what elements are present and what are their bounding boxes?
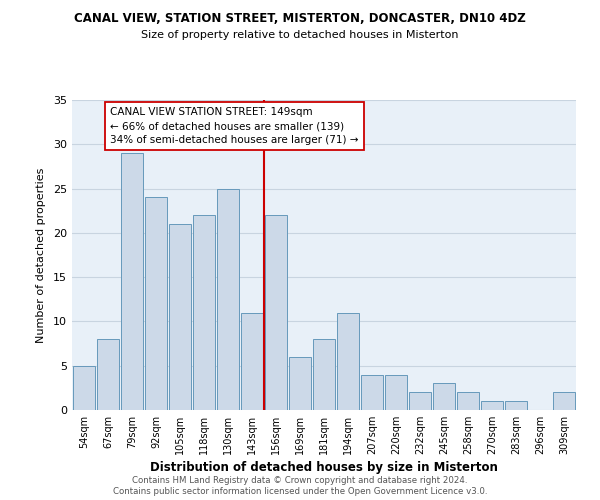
Bar xyxy=(145,198,167,410)
Bar xyxy=(361,374,383,410)
Bar xyxy=(241,312,263,410)
Bar xyxy=(505,401,527,410)
Bar xyxy=(121,153,143,410)
Bar xyxy=(313,339,335,410)
Bar xyxy=(289,357,311,410)
Text: Contains HM Land Registry data © Crown copyright and database right 2024.: Contains HM Land Registry data © Crown c… xyxy=(132,476,468,485)
Bar xyxy=(385,374,407,410)
Bar xyxy=(217,188,239,410)
Text: Size of property relative to detached houses in Misterton: Size of property relative to detached ho… xyxy=(141,30,459,40)
Bar xyxy=(553,392,575,410)
Bar xyxy=(265,215,287,410)
X-axis label: Distribution of detached houses by size in Misterton: Distribution of detached houses by size … xyxy=(150,461,498,474)
Y-axis label: Number of detached properties: Number of detached properties xyxy=(36,168,46,342)
Text: CANAL VIEW, STATION STREET, MISTERTON, DONCASTER, DN10 4DZ: CANAL VIEW, STATION STREET, MISTERTON, D… xyxy=(74,12,526,26)
Bar xyxy=(193,215,215,410)
Bar xyxy=(433,384,455,410)
Bar xyxy=(73,366,95,410)
Bar xyxy=(169,224,191,410)
Bar xyxy=(409,392,431,410)
Bar xyxy=(337,312,359,410)
Bar xyxy=(481,401,503,410)
Bar xyxy=(457,392,479,410)
Bar xyxy=(97,339,119,410)
Text: CANAL VIEW STATION STREET: 149sqm
← 66% of detached houses are smaller (139)
34%: CANAL VIEW STATION STREET: 149sqm ← 66% … xyxy=(110,107,359,145)
Text: Contains public sector information licensed under the Open Government Licence v3: Contains public sector information licen… xyxy=(113,488,487,496)
